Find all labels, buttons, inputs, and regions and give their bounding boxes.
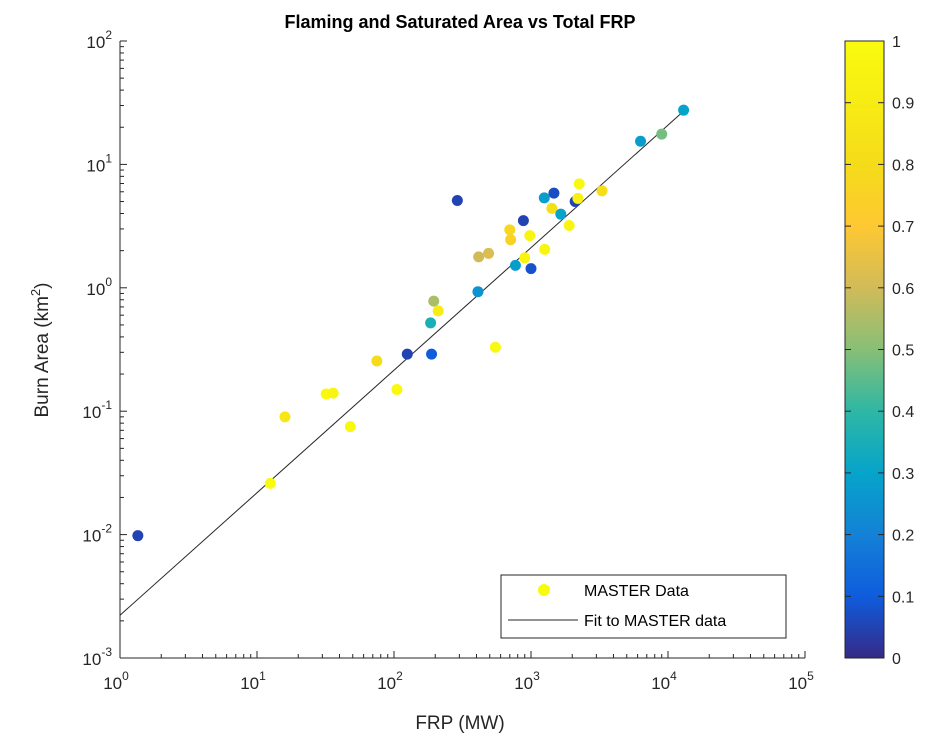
y-axis-label-main: Burn Area (km <box>32 296 53 417</box>
data-point <box>371 355 383 367</box>
x-tick-label-base: 10 <box>103 674 122 693</box>
data-point <box>489 341 501 353</box>
x-tick-label: 104 <box>651 669 677 693</box>
chart-title: Flaming and Saturated Area vs Total FRP <box>284 12 635 32</box>
data-point <box>483 247 495 259</box>
fit-line <box>119 110 684 616</box>
y-axis-label: Burn Area (km2) <box>28 283 53 418</box>
data-point <box>473 251 485 263</box>
x-tick-label-base: 10 <box>240 674 259 693</box>
x-tick-label-base: 10 <box>651 674 670 693</box>
y-tick-label-exp: -3 <box>101 645 112 659</box>
data-point <box>596 185 608 197</box>
y-tick-label-base: 10 <box>82 403 101 422</box>
x-tick-label-exp: 3 <box>533 669 540 683</box>
x-tick-label: 100 <box>103 669 129 693</box>
x-tick-label-exp: 2 <box>396 669 403 683</box>
data-point <box>472 286 484 298</box>
data-point <box>426 348 438 360</box>
legend-label-master-data: MASTER Data <box>584 583 689 600</box>
data-point <box>391 383 403 395</box>
y-axis-label-sup: 2 <box>28 289 43 296</box>
y-tick-label-base: 10 <box>86 280 105 299</box>
x-tick-label-exp: 5 <box>807 669 814 683</box>
data-point <box>546 202 558 214</box>
y-tick-label-base: 10 <box>86 33 105 52</box>
data-point <box>428 295 440 307</box>
y-tick-label: 101 <box>86 151 112 175</box>
data-point <box>425 317 437 329</box>
colorbar-tick-label: 0.5 <box>892 343 914 360</box>
data-point <box>635 135 647 147</box>
x-tick-label-exp: 0 <box>122 669 129 683</box>
x-tick-label: 101 <box>240 669 266 693</box>
data-point <box>539 243 551 255</box>
data-point <box>327 387 339 399</box>
y-tick-label: 10-1 <box>82 398 112 422</box>
colorbar-tick-label: 0.8 <box>892 157 914 174</box>
data-point <box>524 230 536 242</box>
y-tick-label-exp: -1 <box>101 398 112 412</box>
data-point <box>505 234 517 246</box>
x-tick-label-base: 10 <box>377 674 396 693</box>
y-tick-label: 102 <box>86 28 112 52</box>
x-tick-label-exp: 4 <box>670 669 677 683</box>
data-point <box>678 104 690 116</box>
colorbar-tick-label: 0.9 <box>892 96 914 113</box>
x-tick-label: 102 <box>377 669 403 693</box>
data-point <box>525 263 537 275</box>
colorbar-tick-label: 0.2 <box>892 528 914 545</box>
data-point <box>344 421 356 433</box>
colorbar: 0 0.1 0.2 0.3 0.4 0.5 0.6 0.7 0.8 0.9 1 <box>844 34 914 668</box>
data-point <box>572 192 584 204</box>
data-point <box>509 259 521 271</box>
y-tick-label-base: 10 <box>82 527 101 546</box>
colorbar-tick-label: 1 <box>892 34 901 51</box>
data-point <box>563 219 575 231</box>
colorbar-tick-label: 0.4 <box>892 404 914 421</box>
colorbar-tick-label: 0.7 <box>892 219 914 236</box>
x-tick-label-exp: 1 <box>259 669 266 683</box>
legend: MASTER Data Fit to MASTER data <box>500 574 787 639</box>
x-tick-label: 105 <box>788 669 814 693</box>
data-point <box>573 178 585 190</box>
x-tick-label: 103 <box>514 669 540 693</box>
x-axis-label: FRP (MW) <box>415 713 504 734</box>
data-point <box>517 215 529 227</box>
data-point <box>519 252 531 264</box>
data-point <box>548 187 560 199</box>
colorbar-tick-label: 0.6 <box>892 281 914 298</box>
colorbar-tick-label: 0.3 <box>892 466 914 483</box>
data-point <box>432 305 444 317</box>
y-tick-label-exp: 2 <box>105 28 112 42</box>
legend-box <box>500 574 787 639</box>
x-tick-label-base: 10 <box>788 674 807 693</box>
y-tick-label: 10-3 <box>82 645 112 669</box>
y-tick-label: 10-2 <box>82 522 112 546</box>
data-point <box>451 194 463 206</box>
data-point <box>401 348 413 360</box>
y-tick-label: 100 <box>86 275 112 299</box>
data-point <box>279 411 291 423</box>
y-tick-label-base: 10 <box>82 650 101 669</box>
y-tick-label-exp: 0 <box>105 275 112 289</box>
data-point <box>264 477 276 489</box>
y-tick-label-exp: -2 <box>101 522 112 536</box>
data-point <box>656 128 668 140</box>
legend-label-fit: Fit to MASTER data <box>584 613 726 630</box>
colorbar-tick-label: 0.1 <box>892 589 914 606</box>
data-point <box>504 224 516 236</box>
data-point <box>555 208 567 220</box>
y-axis-label-close: ) <box>32 283 53 289</box>
x-tick-label-base: 10 <box>514 674 533 693</box>
colorbar-tick-label: 0 <box>892 651 901 668</box>
y-tick-label-base: 10 <box>86 156 105 175</box>
legend-marker-master-data <box>538 584 550 596</box>
y-tick-label-exp: 1 <box>105 151 112 165</box>
data-point <box>132 530 144 542</box>
data-point <box>538 192 550 204</box>
